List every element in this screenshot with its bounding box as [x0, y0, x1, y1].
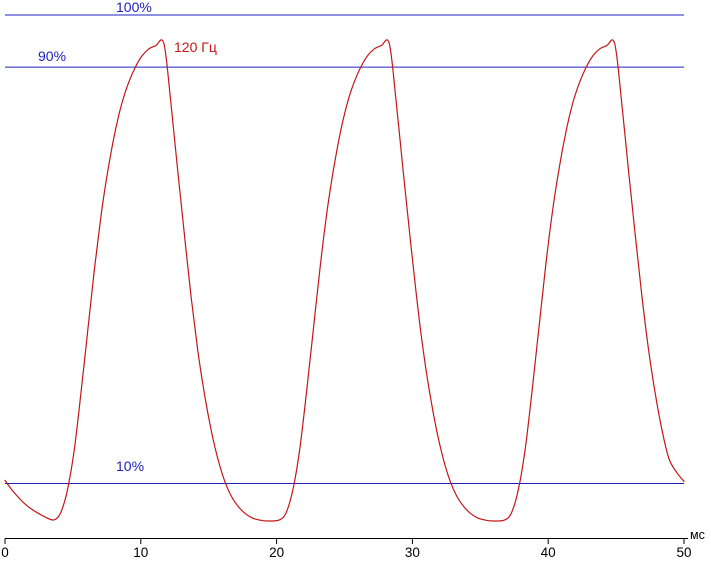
x-axis-tick-labels-group: 0 10 20 30 40 50	[1, 545, 691, 560]
x-tick-label-0: 0	[1, 545, 9, 560]
x-tick-label-40: 40	[541, 545, 556, 560]
x-tick-label-50: 50	[676, 545, 691, 560]
level-10-label: 10%	[116, 458, 144, 474]
level-100-label: 100%	[116, 0, 152, 15]
level-90-label: 90%	[38, 48, 66, 64]
x-tick-label-10: 10	[133, 545, 148, 560]
x-axis-ticks-group	[4, 538, 685, 544]
x-tick-label-20: 20	[269, 545, 284, 560]
reference-lines-group	[5, 14, 684, 484]
x-tick-label-30: 30	[405, 545, 420, 560]
waveform-path	[4, 39, 685, 522]
x-axis-unit-label: мс	[690, 528, 705, 542]
frequency-label: 120 Гц	[174, 39, 217, 55]
